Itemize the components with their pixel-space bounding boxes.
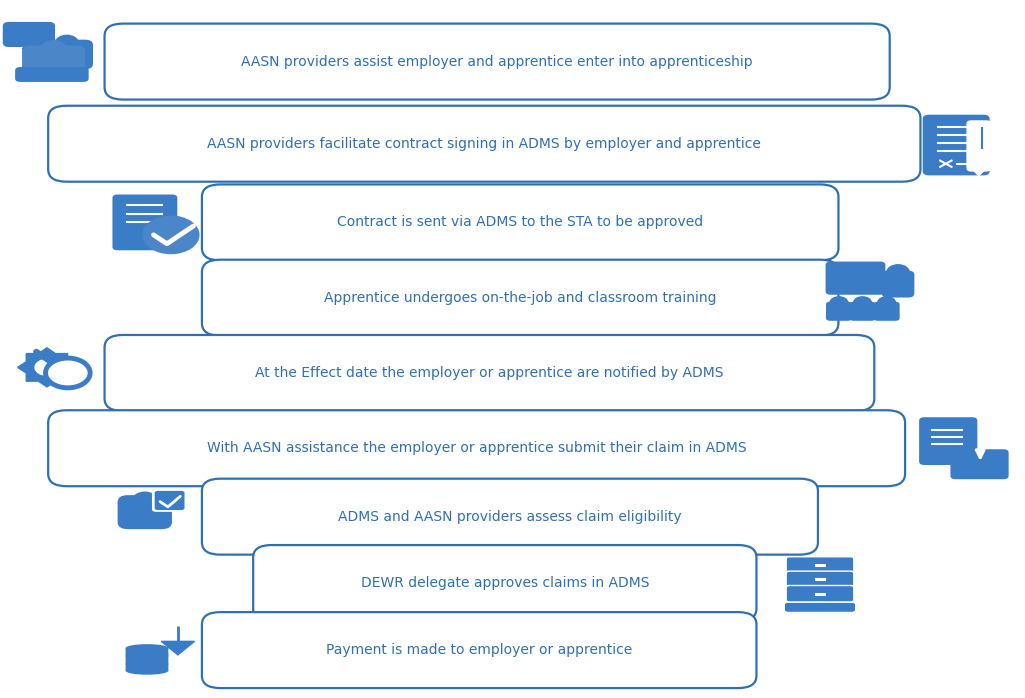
Polygon shape: [23, 43, 32, 49]
FancyBboxPatch shape: [15, 67, 88, 82]
Text: AASN providers assist employer and apprentice enter into apprenticeship: AASN providers assist employer and appre…: [241, 54, 753, 68]
FancyBboxPatch shape: [105, 335, 874, 411]
FancyBboxPatch shape: [922, 114, 990, 175]
FancyBboxPatch shape: [826, 302, 852, 321]
FancyBboxPatch shape: [105, 24, 890, 100]
FancyBboxPatch shape: [202, 612, 756, 688]
Text: ADMS and AASN providers assess claim eligibility: ADMS and AASN providers assess claim eli…: [338, 510, 682, 524]
FancyBboxPatch shape: [48, 105, 920, 181]
FancyBboxPatch shape: [23, 45, 85, 77]
FancyBboxPatch shape: [882, 271, 914, 297]
Ellipse shape: [126, 660, 168, 668]
Text: With AASN assistance the employer or apprentice submit their claim in ADMS: With AASN assistance the employer or app…: [207, 441, 746, 455]
Circle shape: [854, 297, 871, 309]
Circle shape: [887, 265, 909, 280]
Ellipse shape: [126, 652, 168, 660]
FancyBboxPatch shape: [785, 603, 855, 611]
Circle shape: [55, 36, 78, 50]
FancyBboxPatch shape: [786, 571, 854, 588]
FancyBboxPatch shape: [41, 40, 93, 69]
FancyBboxPatch shape: [202, 479, 818, 555]
Polygon shape: [17, 348, 76, 387]
FancyBboxPatch shape: [152, 489, 188, 512]
FancyBboxPatch shape: [202, 184, 838, 260]
FancyBboxPatch shape: [3, 22, 55, 47]
FancyBboxPatch shape: [48, 410, 905, 487]
FancyBboxPatch shape: [113, 195, 177, 251]
Polygon shape: [972, 168, 986, 176]
Ellipse shape: [126, 667, 168, 675]
Circle shape: [45, 358, 90, 388]
FancyBboxPatch shape: [155, 491, 184, 510]
FancyBboxPatch shape: [850, 302, 875, 321]
FancyBboxPatch shape: [786, 586, 854, 602]
Text: AASN providers facilitate contract signing in ADMS by employer and apprentice: AASN providers facilitate contract signi…: [207, 137, 762, 151]
FancyBboxPatch shape: [950, 450, 1009, 480]
FancyBboxPatch shape: [253, 545, 756, 621]
FancyBboxPatch shape: [786, 557, 854, 573]
FancyBboxPatch shape: [126, 648, 168, 671]
FancyBboxPatch shape: [825, 262, 886, 295]
FancyBboxPatch shape: [967, 120, 991, 172]
FancyBboxPatch shape: [873, 302, 900, 321]
Circle shape: [877, 297, 896, 309]
Ellipse shape: [126, 644, 168, 652]
Circle shape: [142, 216, 199, 253]
Circle shape: [133, 492, 157, 508]
Text: At the Effect date the employer or apprentice are notified by ADMS: At the Effect date the employer or appre…: [255, 366, 724, 380]
Text: Contract is sent via ADMS to the STA to be approved: Contract is sent via ADMS to the STA to …: [337, 216, 703, 230]
Text: Payment is made to employer or apprentice: Payment is made to employer or apprentic…: [326, 643, 632, 657]
Polygon shape: [161, 641, 195, 655]
Circle shape: [41, 40, 67, 58]
Text: Apprentice undergoes on-the-job and classroom training: Apprentice undergoes on-the-job and clas…: [324, 290, 716, 304]
FancyBboxPatch shape: [202, 260, 838, 336]
FancyBboxPatch shape: [118, 495, 172, 529]
Circle shape: [35, 359, 58, 376]
Text: DEWR delegate approves claims in ADMS: DEWR delegate approves claims in ADMS: [361, 576, 649, 590]
Circle shape: [830, 297, 848, 309]
FancyBboxPatch shape: [919, 417, 977, 465]
